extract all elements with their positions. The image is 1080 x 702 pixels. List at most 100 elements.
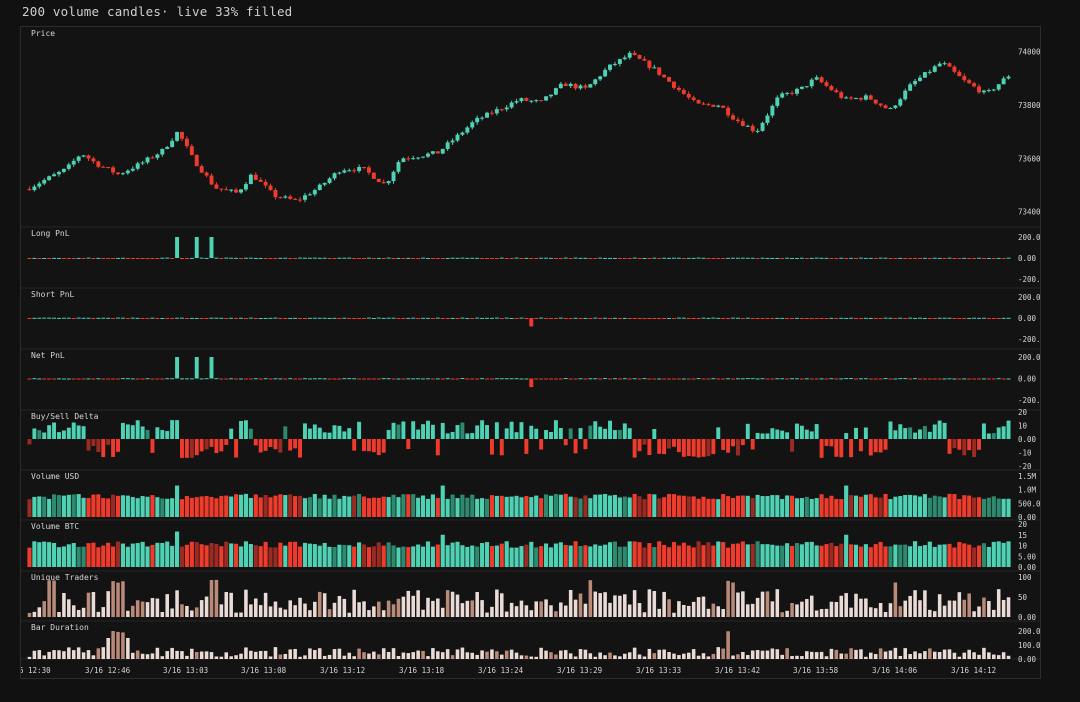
- pnl-bar: [209, 317, 214, 319]
- price-candle: [42, 180, 47, 184]
- volume-btc-bar: [873, 544, 878, 567]
- bar-duration-bar: [52, 650, 56, 659]
- price-candle: [913, 80, 918, 85]
- pnl-bar: [799, 378, 804, 380]
- unique-traders-bar: [603, 592, 607, 617]
- volume-usd-bar: [593, 494, 598, 517]
- pnl-bar: [617, 378, 622, 380]
- price-candle: [829, 85, 834, 91]
- price-candle: [426, 153, 430, 157]
- volume-btc-bar: [937, 544, 942, 567]
- bar-duration-bar: [711, 653, 716, 659]
- delta-bar: [214, 439, 219, 454]
- pnl-bar: [898, 378, 903, 380]
- price-candle: [135, 163, 140, 169]
- pnl-bar: [795, 378, 799, 380]
- pnl-bar: [726, 318, 731, 319]
- pnl-bar: [426, 317, 430, 319]
- pnl-bar: [967, 317, 972, 319]
- bar-duration-bar: [396, 656, 401, 659]
- delta-bar: [967, 439, 972, 451]
- volume-btc-bar: [967, 544, 972, 567]
- pnl-bar: [352, 378, 357, 380]
- volume-btc-bar: [81, 546, 86, 567]
- pnl-bar: [499, 378, 504, 380]
- price-candle: [406, 158, 411, 160]
- volume-usd-bar: [406, 494, 411, 517]
- bar-duration-bar: [878, 648, 883, 659]
- price-candle: [47, 176, 52, 181]
- pnl-bar: [337, 257, 342, 259]
- pnl-bar: [598, 378, 603, 380]
- pnl-bar: [189, 257, 194, 259]
- pnl-bar: [111, 318, 116, 319]
- bar-duration-bar: [775, 649, 780, 659]
- pnl-bar: [391, 317, 396, 319]
- unique-traders-bar: [440, 607, 445, 617]
- pnl-bar: [312, 317, 317, 319]
- bar-duration-bar: [416, 650, 420, 659]
- delta-bar: [686, 439, 691, 457]
- unique-traders-bar: [52, 580, 56, 617]
- volume-btc-bar: [425, 541, 431, 567]
- pnl-bar: [544, 378, 549, 380]
- volume-btc-bar: [912, 541, 918, 567]
- pnl-bar: [908, 258, 913, 259]
- unique-traders-bar: [317, 591, 322, 617]
- unique-traders-bar: [770, 601, 775, 617]
- pnl-bar: [514, 318, 519, 319]
- pnl-bar: [863, 317, 868, 319]
- pnl-bar: [814, 257, 819, 259]
- bar-duration-bar: [849, 648, 853, 659]
- bar-duration-bar: [839, 653, 844, 659]
- volume-btc-bar: [238, 546, 244, 567]
- volume-usd-bar: [716, 499, 721, 517]
- pnl-bar: [544, 257, 549, 259]
- volume-btc-bar: [258, 546, 263, 567]
- volume-usd-bar: [671, 494, 677, 517]
- pnl-bar: [71, 378, 76, 380]
- volume-btc-bar: [691, 547, 696, 567]
- volume-usd-bar: [696, 498, 701, 517]
- pnl-bar: [617, 318, 622, 319]
- delta-bar: [61, 430, 66, 439]
- pnl-bar: [465, 378, 470, 380]
- volume-btc-bar: [396, 547, 401, 567]
- pnl-bar: [263, 317, 268, 319]
- volume-btc-bar: [489, 546, 495, 567]
- price-candle: [499, 109, 504, 111]
- volume-usd-bar: [824, 498, 829, 517]
- pnl-bar: [130, 317, 135, 319]
- pnl-bar: [775, 317, 780, 319]
- pnl-bar: [873, 318, 878, 319]
- price-candle: [27, 189, 32, 191]
- delta-bar: [273, 439, 278, 450]
- bar-duration-bar: [244, 647, 248, 659]
- volume-usd-bar: [962, 495, 967, 517]
- pnl-bar: [401, 258, 406, 259]
- pnl-bar: [937, 378, 942, 380]
- volume-btc-bar: [568, 545, 573, 567]
- unique-traders-bar: [888, 603, 893, 617]
- price-candle: [416, 157, 421, 159]
- bar-duration-bar: [165, 651, 169, 659]
- bar-duration-bar: [726, 631, 730, 659]
- volume-usd-bar: [145, 496, 150, 517]
- pnl-bar: [573, 317, 578, 319]
- price-candle: [234, 189, 239, 193]
- volume-btc-bar: [293, 541, 298, 567]
- volume-btc-bar: [32, 541, 37, 567]
- volume-btc-bar: [612, 541, 618, 567]
- volume-usd-bar: [229, 496, 234, 517]
- pnl-bar: [740, 257, 745, 259]
- delta-bar: [608, 420, 612, 439]
- bar-duration-bar: [667, 652, 671, 659]
- delta-bar: [91, 439, 96, 446]
- pnl-bar: [760, 318, 765, 319]
- pnl-bar: [647, 378, 652, 380]
- delta-bar: [426, 420, 430, 439]
- price-candle: [57, 171, 61, 175]
- pnl-bar: [996, 378, 1001, 380]
- pnl-bar: [214, 317, 219, 319]
- pnl-bar: [878, 378, 883, 380]
